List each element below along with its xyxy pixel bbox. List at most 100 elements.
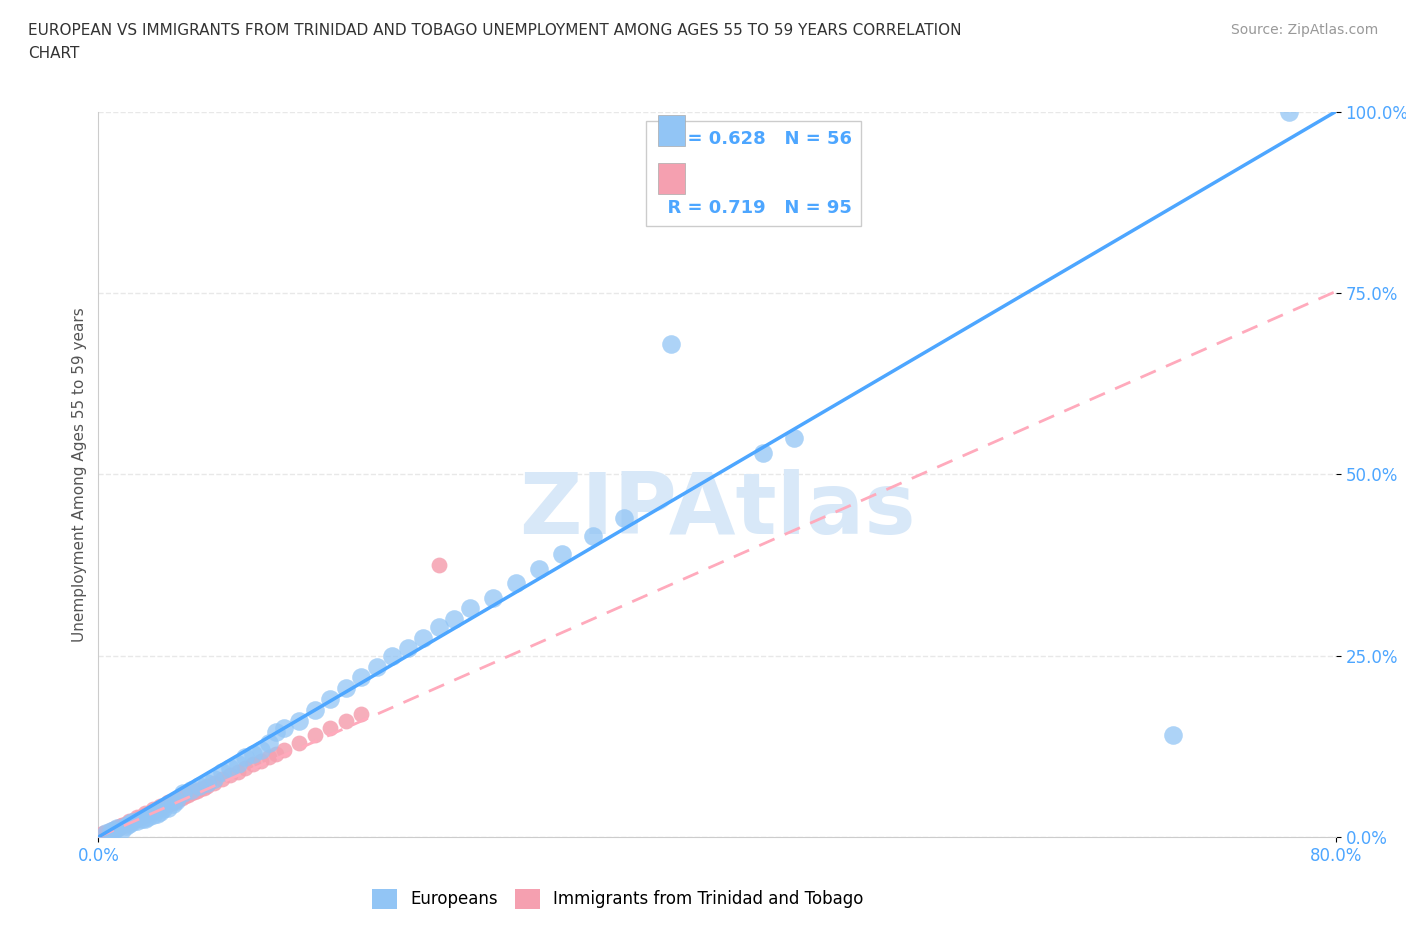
Y-axis label: Unemployment Among Ages 55 to 59 years: Unemployment Among Ages 55 to 59 years [72,307,87,642]
Point [319,721,342,736]
Point [146,802,169,817]
Point [131,811,153,827]
Point [183,785,205,800]
Point [190,782,212,797]
Point [143,804,166,818]
Point [135,807,157,822]
Point [443,612,465,627]
Point [96,825,118,840]
Point [129,810,152,825]
Point [427,619,450,634]
Point [613,511,636,525]
Point [304,703,326,718]
Point [103,821,125,836]
Point [551,547,574,562]
Point [162,797,184,812]
Point [114,817,136,832]
Point [100,824,122,839]
Point [157,795,180,810]
Point [107,819,129,834]
Point [107,820,129,835]
Point [226,764,249,779]
Point [118,817,141,831]
Legend: Europeans, Immigrants from Trinidad and Tobago: Europeans, Immigrants from Trinidad and … [366,882,870,916]
Point [98,824,121,839]
Point [127,809,149,824]
Point [180,784,202,799]
Point [152,799,174,814]
Point [111,822,132,837]
Point [108,818,131,833]
Point [100,824,122,839]
Point [505,576,527,591]
Point [101,823,124,838]
Point [350,670,373,684]
Point [89,828,111,843]
Point [93,826,115,841]
Point [159,796,181,811]
Text: R = 0.628   N = 56

  R = 0.719   N = 95: R = 0.628 N = 56 R = 0.719 N = 95 [655,130,852,218]
Point [335,681,357,696]
Text: CHART: CHART [28,46,80,61]
Point [242,757,264,772]
Point [250,753,273,768]
Point [366,659,388,674]
Point [138,805,160,820]
Point [264,746,288,761]
Point [141,804,165,819]
Point [1161,728,1184,743]
Point [458,601,481,616]
Point [165,793,187,808]
Point [103,822,125,837]
Point [195,778,218,793]
Text: Source: ZipAtlas.com: Source: ZipAtlas.com [1230,23,1378,37]
Point [233,761,257,776]
Point [242,746,264,761]
Point [350,706,373,721]
Point [481,591,505,605]
Point [134,808,156,823]
Point [195,776,218,790]
Point [752,445,775,460]
Point [204,776,226,790]
Point [273,742,295,757]
Point [112,818,135,833]
Point [104,821,127,836]
Point [165,793,187,808]
Point [118,814,141,829]
Point [226,757,249,772]
Point [115,818,138,833]
Point [105,821,128,836]
Point [103,822,125,837]
Point [783,431,806,445]
Point [264,724,288,739]
Point [152,802,174,817]
Point [172,786,194,801]
Point [177,788,200,803]
Point [128,811,150,826]
Point [412,631,434,645]
Point [134,811,156,827]
Point [250,742,273,757]
Point [111,818,132,833]
FancyBboxPatch shape [658,163,685,193]
Point [529,561,551,576]
Point [127,814,149,829]
Point [257,750,280,764]
Point [381,648,404,663]
Point [132,808,155,823]
Point [121,815,143,830]
Point [335,713,357,728]
Point [96,826,118,841]
Point [139,804,162,819]
Point [257,736,280,751]
Point [211,764,233,779]
Point [141,802,165,817]
Point [97,825,120,840]
Point [288,713,311,728]
Point [136,806,159,821]
Point [162,795,184,810]
Point [98,825,121,840]
Point [427,558,450,573]
Point [90,828,112,843]
